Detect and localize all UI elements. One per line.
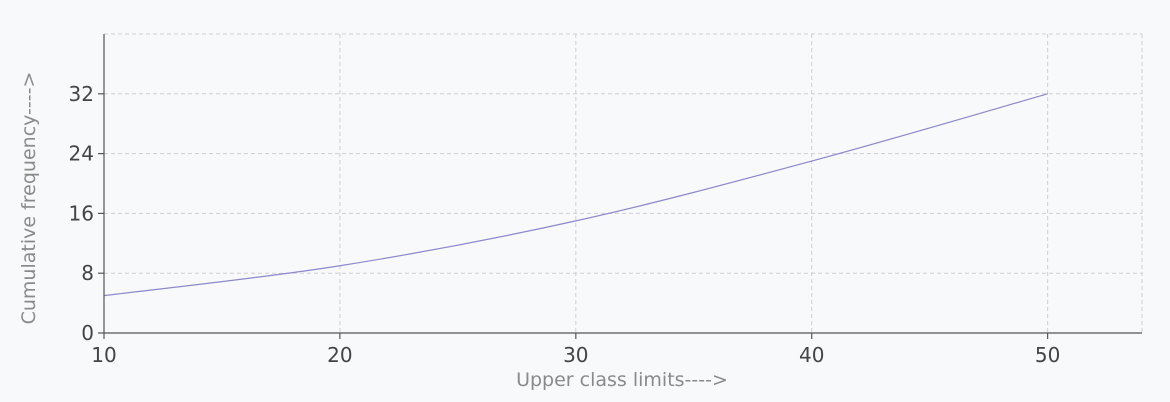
y-tick-label: 32 — [69, 82, 94, 106]
x-tick-label: 10 — [91, 343, 116, 367]
x-tick-label: 40 — [799, 343, 824, 367]
series-line-0 — [103, 93, 1048, 297]
y-axis-label: Cumulative frequency----> — [18, 72, 40, 325]
x-axis-label: Upper class limits----> — [516, 369, 728, 391]
x-tick-label: 20 — [327, 343, 352, 367]
x-tick-label: 30 — [563, 343, 588, 367]
grid — [104, 33, 1143, 333]
series-layer — [103, 93, 1048, 297]
x-tick-label: 50 — [1035, 343, 1060, 367]
y-tick-label: 16 — [69, 201, 94, 225]
axes — [98, 34, 1142, 339]
y-tick-label: 24 — [69, 142, 94, 166]
y-tick-label: 0 — [81, 321, 94, 345]
y-tick-label: 8 — [81, 261, 94, 285]
tick-labels: 10 20 30 40 50 0 8 16 24 32 — [69, 82, 1061, 367]
